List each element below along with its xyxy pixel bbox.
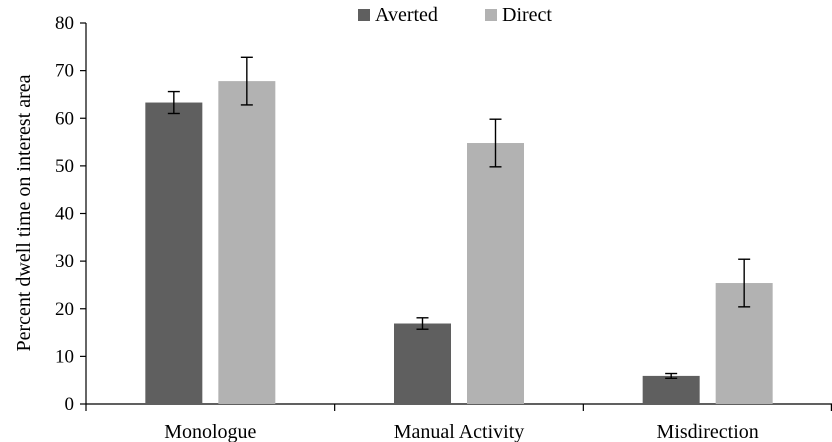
bar-direct-manual-activity	[467, 143, 524, 404]
legend-label-averted: Averted	[375, 4, 438, 26]
x-category-label: Monologue	[164, 421, 256, 442]
y-tick-label: 10	[55, 346, 74, 367]
legend-swatch-direct	[485, 9, 497, 21]
y-tick-label: 50	[55, 156, 74, 177]
y-tick-label: 70	[55, 61, 74, 82]
bar-direct-monologue	[218, 81, 276, 404]
y-tick-label: 30	[55, 251, 74, 272]
y-tick-label: 60	[55, 108, 74, 129]
x-category-label: Misdirection	[657, 421, 759, 442]
y-tick-label: 80	[55, 13, 74, 34]
bar-averted-manual-activity	[394, 323, 451, 404]
y-tick-label: 20	[55, 299, 74, 320]
plot-area: 0 10 20 30 40 50 60 70 80 Monologue Manual Activit…	[55, 13, 832, 442]
bar-averted-monologue	[145, 102, 203, 404]
legend-label-direct: Direct	[502, 4, 552, 26]
legend-swatch-averted	[358, 9, 370, 21]
bar-averted-misdirection	[642, 375, 700, 404]
x-category-label: Manual Activity	[394, 421, 525, 442]
legend: Averted Direct	[358, 4, 552, 26]
y-axis-title: Percent dwell time on interest area	[13, 74, 35, 351]
y-tick-label: 40	[55, 204, 74, 225]
y-tick-label: 0	[65, 394, 75, 415]
